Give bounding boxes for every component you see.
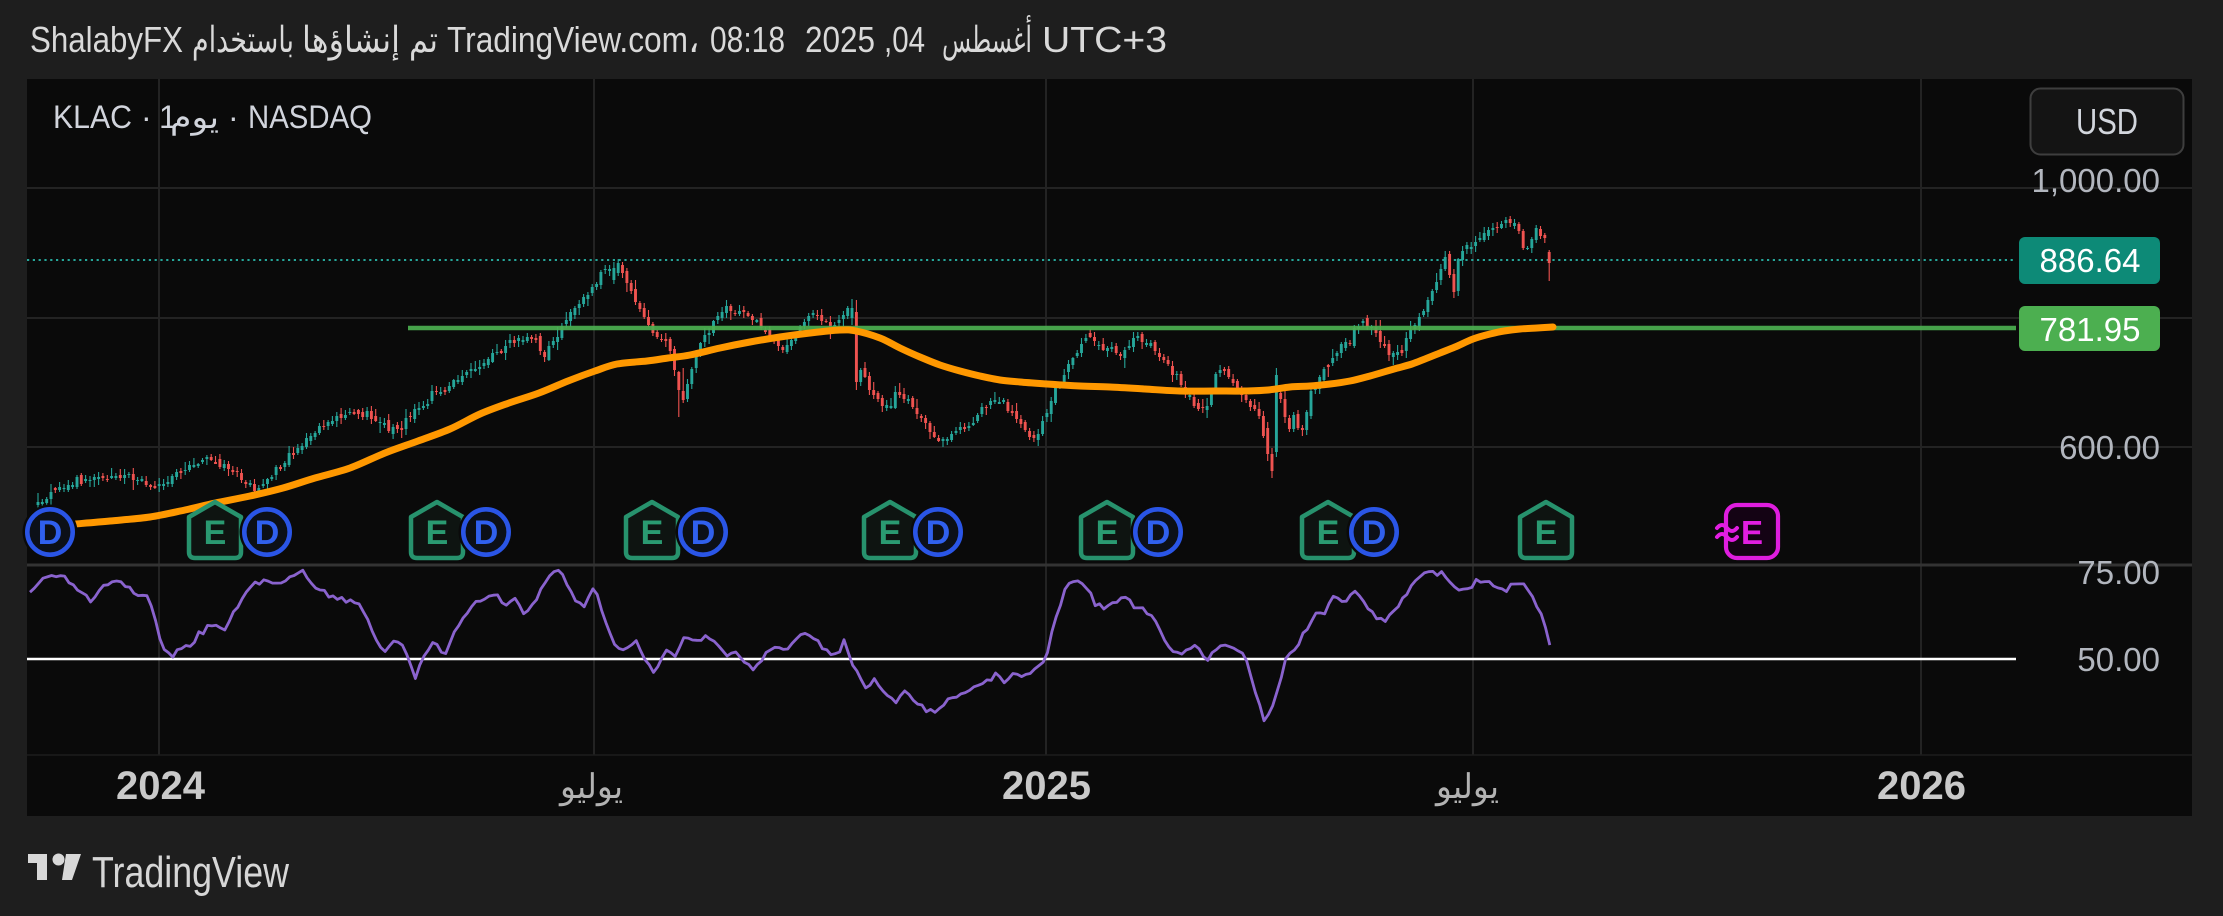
svg-text:D: D [255, 514, 280, 552]
svg-text:KLAC: KLAC [53, 99, 132, 135]
svg-text:E: E [1096, 514, 1119, 552]
svg-text:USD: USD [2076, 101, 2138, 142]
svg-text:1,000.00: 1,000.00 [2032, 162, 2160, 199]
svg-text:E: E [1535, 514, 1558, 552]
svg-text:TradingView.com: TradingView.com [447, 19, 688, 60]
svg-text:TradingView: TradingView [92, 848, 289, 897]
svg-text:·: · [141, 99, 152, 135]
svg-text:08:18: 08:18 [710, 19, 785, 60]
svg-text:D: D [474, 514, 499, 552]
svg-text:2025: 2025 [805, 19, 875, 60]
svg-text:D: D [691, 514, 716, 552]
svg-text:E: E [204, 514, 227, 552]
svg-text:E: E [1741, 514, 1763, 551]
svg-text:NASDAQ: NASDAQ [248, 99, 372, 135]
svg-text:2025: 2025 [1002, 764, 1091, 808]
svg-text:2026: 2026 [1877, 764, 1966, 808]
svg-text:2024: 2024 [116, 764, 206, 808]
svg-text:600.00: 600.00 [2059, 429, 2160, 466]
svg-text:E: E [426, 514, 449, 552]
svg-text:·: · [228, 99, 239, 135]
svg-text:E: E [879, 514, 902, 552]
svg-text:781.95: 781.95 [2040, 311, 2141, 348]
svg-text:50.00: 50.00 [2077, 641, 2160, 678]
svg-text:ShalabyFX: ShalabyFX [30, 19, 183, 60]
svg-text:UTC+3: UTC+3 [1042, 19, 1167, 60]
svg-text:,04: ,04 [884, 19, 925, 60]
svg-text:D: D [926, 514, 951, 552]
svg-text:1: 1 [159, 99, 177, 135]
svg-text:75.00: 75.00 [2077, 554, 2160, 591]
svg-text:E: E [641, 514, 664, 552]
svg-text:D: D [38, 514, 63, 552]
svg-text:E: E [1317, 514, 1340, 552]
svg-text:D: D [1362, 514, 1387, 552]
svg-text:886.64: 886.64 [2040, 242, 2141, 279]
svg-text:D: D [1146, 514, 1171, 552]
